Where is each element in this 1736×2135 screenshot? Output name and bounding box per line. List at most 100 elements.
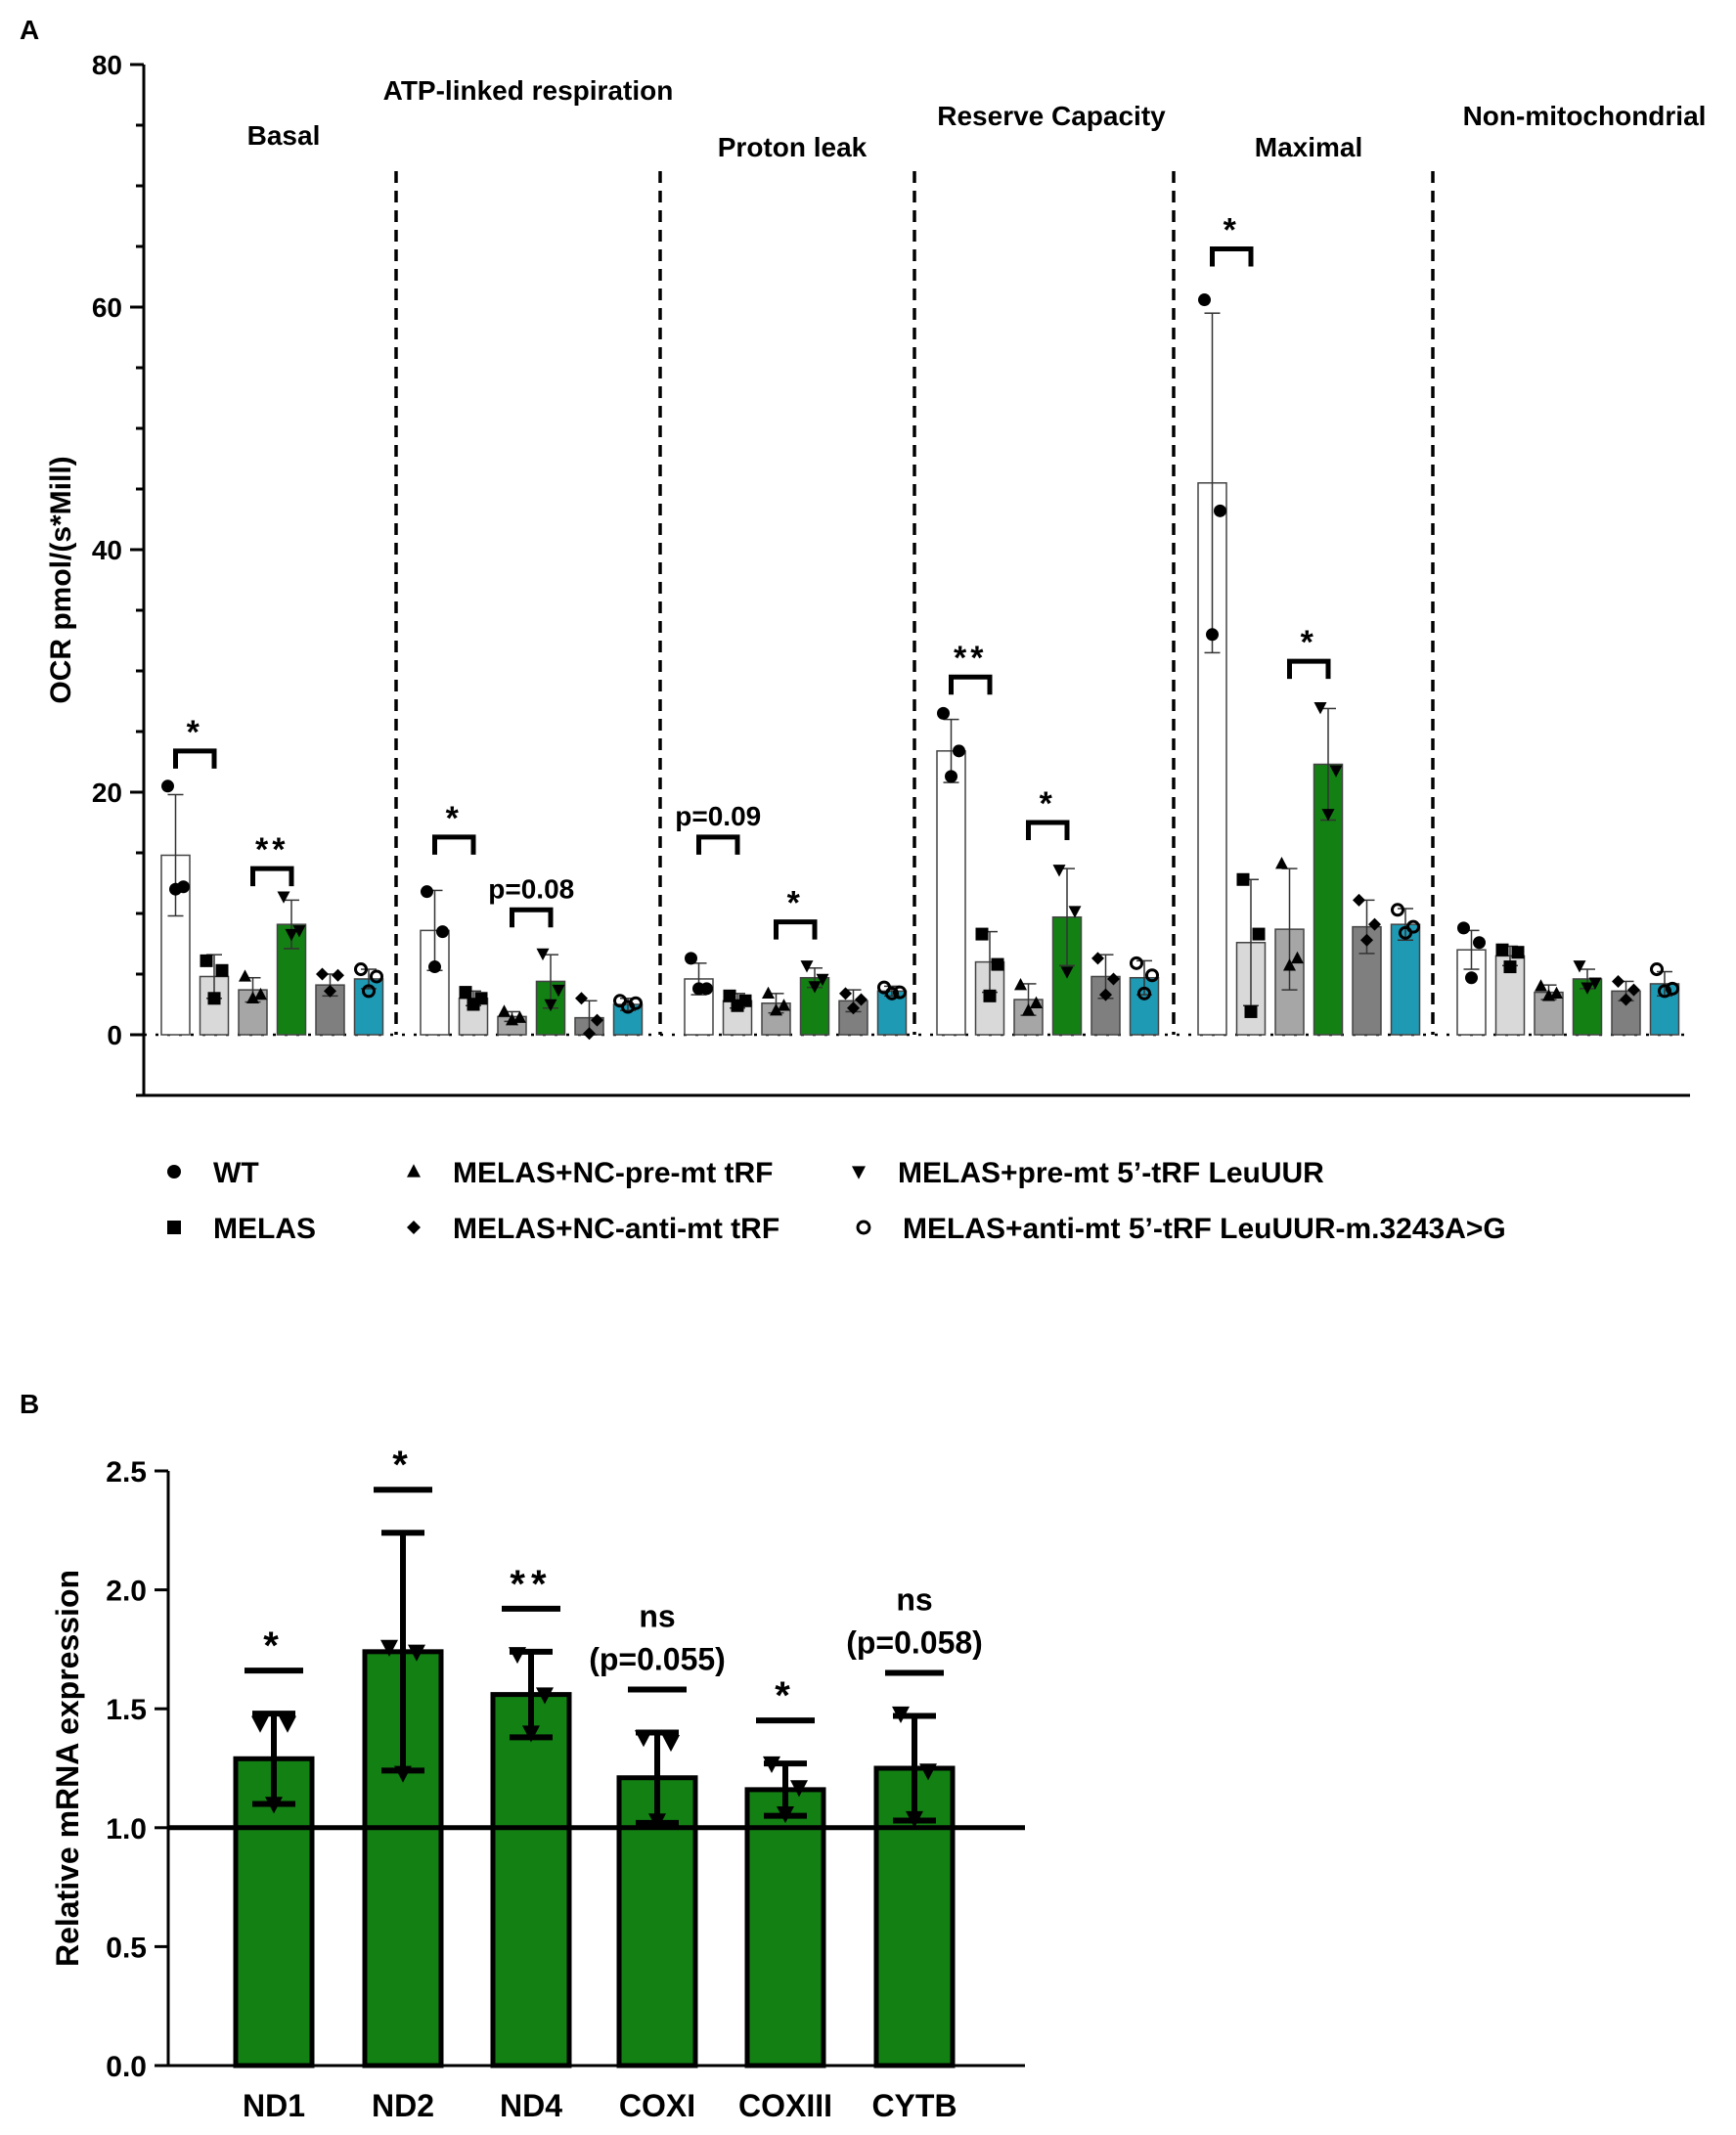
data-point <box>1022 1003 1035 1016</box>
panel-b-y-tick-label: 0.0 <box>106 2051 147 2083</box>
panel-a-group-title-basal: Basal <box>247 120 321 151</box>
data-point <box>1068 906 1082 918</box>
data-point <box>1206 628 1219 642</box>
bar-melas-anti-mt-5-trf-leuuur-m-3243a-g-reserve-capacity <box>1129 976 1160 1036</box>
data-point <box>762 986 775 1000</box>
panel-a-y-tick-label: 80 <box>92 50 122 80</box>
legend-marker-wt <box>167 1165 181 1179</box>
data-point <box>536 1687 554 1705</box>
significance-bracket <box>1287 658 1331 680</box>
panel-b-x-tick-label-nd1: ND1 <box>243 2088 305 2123</box>
data-point <box>975 927 989 941</box>
significance-bracket <box>1026 820 1070 840</box>
panel-a-group-title-maximal: Maximal <box>1255 132 1363 162</box>
data-point <box>1503 960 1517 974</box>
data-point <box>1620 993 1632 1006</box>
bar-melas-anti-mt-5-trf-leuuur-m-3243a-g-maximal <box>1390 923 1421 1036</box>
data-point <box>1329 765 1343 778</box>
panel-a-group-title-reserve-capacity: Reserve Capacity <box>937 101 1166 131</box>
data-point <box>816 973 829 987</box>
panel-b-x-tick-label-nd4: ND4 <box>500 2088 562 2123</box>
data-point <box>1550 986 1563 1000</box>
panel-a-legend: WT MELAS MELAS+NC-pre-mt tRF MELAS+NC-anti-… <box>167 1157 1506 1245</box>
significance-bracket <box>696 834 740 855</box>
data-point <box>1542 989 1555 1001</box>
data-point <box>369 969 384 984</box>
data-point <box>1465 971 1478 985</box>
data-point <box>207 992 221 1005</box>
panel-a-group-title-atp-linked-respiration: ATP-linked respiration <box>383 75 674 106</box>
data-point <box>991 957 1004 971</box>
data-point <box>635 1730 652 1748</box>
data-point <box>1495 943 1509 956</box>
data-point <box>1457 921 1470 935</box>
significance-label: * <box>392 1444 414 1487</box>
significance-label: * <box>187 714 203 751</box>
panel-a-y-tick-label: 40 <box>92 535 122 565</box>
data-point <box>169 882 182 896</box>
significance-bracket <box>774 919 818 940</box>
data-point <box>648 1813 666 1831</box>
significance-label: ns <box>639 1599 675 1634</box>
data-point <box>254 987 267 1001</box>
data-point <box>239 969 251 982</box>
panel-a-label: A <box>20 15 39 45</box>
data-point <box>246 991 259 1003</box>
legend-marker-melas-nc-anti-mt-trf <box>407 1221 421 1234</box>
data-point <box>332 968 344 982</box>
significance-label: ** <box>510 1563 552 1606</box>
data-point <box>436 925 449 939</box>
data-point <box>778 999 790 1011</box>
data-point <box>467 998 480 1011</box>
legend-label-melas-anti-mt-5-trf-leuuur-m-3243a-g: MELAS+anti-mt 5’-tRF LeuUUR-m.3243A>G <box>903 1213 1506 1245</box>
data-point <box>855 993 868 1006</box>
significance-label: * <box>775 1674 796 1717</box>
data-point <box>316 967 329 981</box>
data-point <box>1627 983 1640 997</box>
significance-label: p=0.08 <box>488 873 574 904</box>
data-point <box>847 1001 860 1015</box>
bar-wt-reserve-capacity <box>936 750 966 1036</box>
data-point <box>1580 982 1594 995</box>
legend-marker-melas-nc-pre-mt-trf <box>407 1164 421 1178</box>
data-point <box>983 989 997 1002</box>
data-point <box>763 1756 780 1774</box>
data-point <box>591 1013 603 1027</box>
data-point <box>1612 974 1625 988</box>
data-point <box>215 963 229 977</box>
data-point <box>839 987 852 1001</box>
significance-bracket <box>949 674 993 695</box>
significance-label: ns <box>896 1581 932 1617</box>
data-point <box>808 981 822 994</box>
data-point <box>937 706 950 720</box>
panel-a-y-tick-label: 0 <box>107 1020 122 1050</box>
significance-label: * <box>787 885 804 922</box>
data-point <box>1236 872 1250 886</box>
significance-bracket <box>173 748 217 769</box>
panel-b-y-tick-label: 2.0 <box>106 1576 147 1608</box>
data-point <box>380 1639 398 1657</box>
data-point <box>1511 946 1525 959</box>
data-point <box>953 744 965 758</box>
legend-marker-melas-pre-mt-5-trf-leuuur <box>852 1166 866 1179</box>
data-point <box>1283 958 1296 971</box>
legend-label-melas-pre-mt-5-trf-leuuur: MELAS+pre-mt 5’-tRF LeuUUR <box>898 1157 1324 1189</box>
data-point <box>692 982 705 996</box>
data-point <box>324 984 336 998</box>
data-point <box>1535 979 1547 992</box>
data-point <box>353 962 369 977</box>
significance-bracket <box>432 834 476 855</box>
data-point <box>1244 1004 1258 1018</box>
data-point <box>1099 988 1112 1001</box>
data-point <box>285 928 298 942</box>
panel-b-y-tick-label: 1.0 <box>106 1813 147 1846</box>
data-point <box>1014 978 1027 991</box>
data-point <box>161 779 174 793</box>
data-point <box>1052 865 1066 877</box>
data-point <box>1649 962 1665 977</box>
data-point <box>544 999 557 1012</box>
data-point <box>1198 293 1211 307</box>
data-point <box>575 992 588 1005</box>
legend-label-melas-nc-anti-mt-trf: MELAS+NC-anti-mt tRF <box>453 1213 779 1245</box>
